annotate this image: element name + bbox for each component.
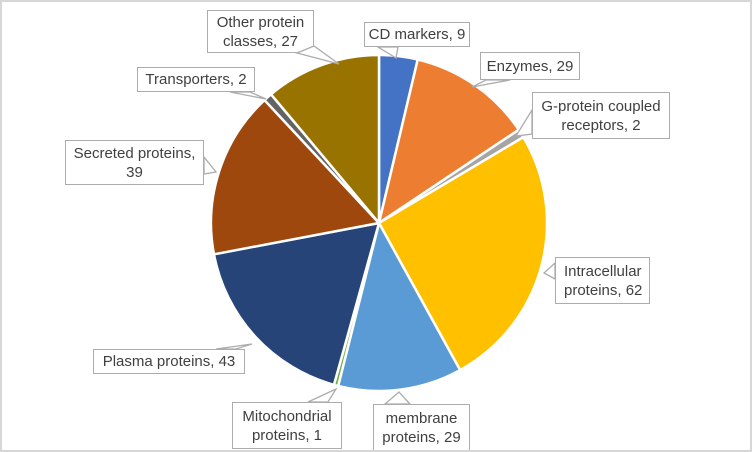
data-label-text: CD markers, 9 [368,26,466,43]
data-label-g-protein-coupled-receptors[interactable]: G-protein coupled receptors, 2 [532,92,670,139]
data-label-text: proteins, 1 [251,426,323,444]
data-label-pointer-intracellular-proteins [542,261,556,281]
data-label-cd-markers[interactable]: CD markers, 9 [364,22,470,47]
pie-slice-other-protein-classes[interactable] [269,53,381,225]
pie-slice-intracellular-proteins[interactable] [377,135,549,372]
data-label-enzymes[interactable]: Enzymes, 29 [480,52,580,80]
data-label-text: Other protein [216,13,305,31]
data-label-text: Intracellular [564,262,642,280]
data-label-text: Mitochondrial [242,407,332,425]
data-label-plasma-proteins[interactable]: Plasma proteins, 43 [93,349,245,374]
data-label-text: 39 [126,163,143,181]
data-label-text: receptors, 2 [561,116,641,134]
pie-slice-secreted-proteins[interactable] [209,98,381,256]
data-label-text: proteins, 29 [382,428,461,446]
data-label-text: Transporters, 2 [145,71,247,88]
data-label-secreted-proteins[interactable]: Secreted proteins, 39 [65,140,204,185]
data-label-text: proteins, 62 [564,281,643,299]
data-label-intracellular-proteins[interactable]: Intracellular proteins, 62 [555,257,650,304]
data-label-mitochondrial-proteins[interactable]: Mitochondrial proteins, 1 [232,402,342,449]
data-label-membrane-proteins[interactable]: membrane proteins, 29 [373,404,470,450]
data-label-pointer-mitochondrial-proteins [307,387,338,403]
data-label-text: membrane [385,409,458,427]
data-label-other-protein-classes[interactable]: Other protein classes, 27 [207,10,314,53]
data-label-transporters[interactable]: Transporters, 2 [137,67,255,92]
pie-slice-plasma-proteins[interactable] [212,221,381,387]
data-label-text: classes, 27 [222,32,299,50]
data-label-pointer-transporters [229,91,267,100]
data-label-text: Enzymes, 29 [486,57,574,75]
data-label-pointer-secreted-proteins [203,155,218,175]
data-label-text: G-protein coupled [541,97,661,115]
data-label-text: Plasma proteins, 43 [102,353,236,370]
data-label-text: Secreted proteins, [73,144,196,162]
data-label-pointer-membrane-proteins [383,391,412,405]
